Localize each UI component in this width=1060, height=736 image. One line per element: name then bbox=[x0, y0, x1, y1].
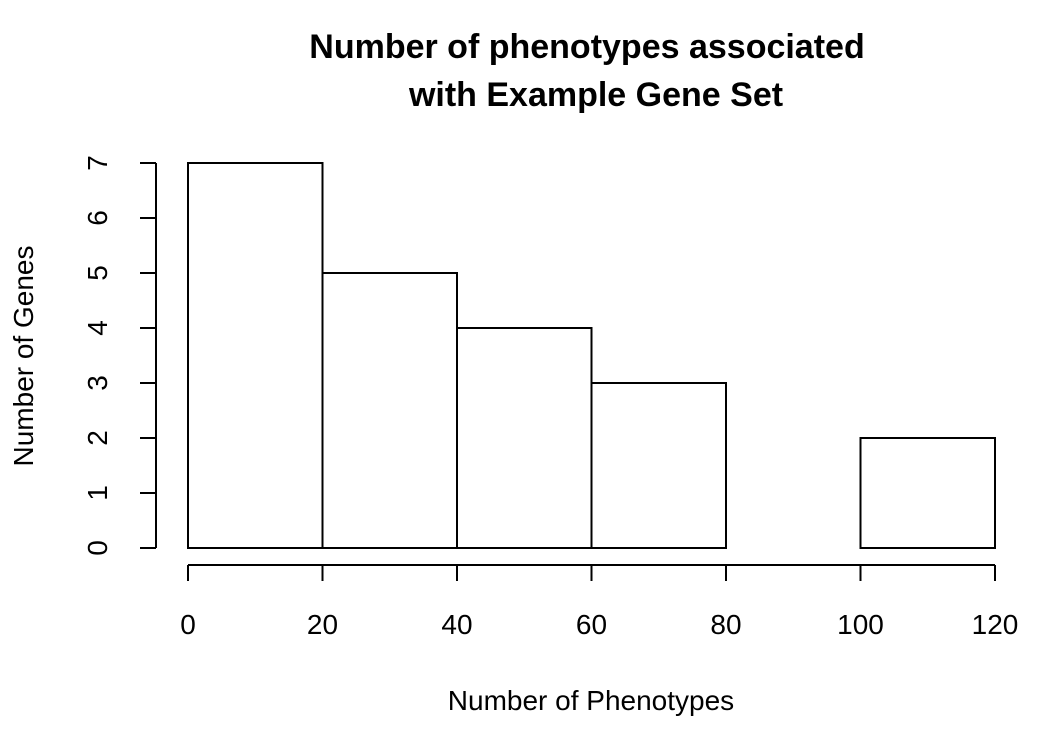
y-tick-label-4: 4 bbox=[82, 320, 113, 336]
x-axis: 0 20 40 60 80 100 120 bbox=[180, 564, 1019, 640]
y-tick-label-3: 3 bbox=[82, 375, 113, 391]
histogram-bar-0 bbox=[187, 162, 324, 549]
x-tick-label-40: 40 bbox=[441, 609, 472, 640]
y-tick-label-0: 0 bbox=[82, 540, 113, 556]
x-tick-label-0: 0 bbox=[180, 609, 196, 640]
histogram-bar-1 bbox=[321, 272, 458, 549]
y-tick-label-7: 7 bbox=[82, 155, 113, 171]
histogram-bar-5 bbox=[859, 437, 996, 549]
y-tick-label-1: 1 bbox=[82, 485, 113, 501]
histogram-bars bbox=[187, 162, 996, 549]
histogram-bar-3 bbox=[590, 382, 727, 549]
y-axis-label: Number of Genes bbox=[8, 246, 39, 467]
y-tick-label-5: 5 bbox=[82, 265, 113, 281]
y-tick-label-6: 6 bbox=[82, 210, 113, 226]
y-axis: 0 1 2 3 4 5 6 7 bbox=[82, 155, 157, 556]
chart-title-line-1: Number of phenotypes associated bbox=[309, 28, 864, 66]
chart-title-line-2: with Example Gene Set bbox=[408, 76, 783, 114]
x-tick-label-60: 60 bbox=[576, 609, 607, 640]
x-tick-label-120: 120 bbox=[972, 609, 1019, 640]
x-tick-label-20: 20 bbox=[307, 609, 338, 640]
y-tick-label-2: 2 bbox=[82, 430, 113, 446]
histogram-bar-2 bbox=[456, 327, 593, 549]
x-tick-label-80: 80 bbox=[710, 609, 741, 640]
x-tick-label-100: 100 bbox=[837, 609, 884, 640]
x-axis-label: Number of Phenotypes bbox=[448, 685, 734, 716]
